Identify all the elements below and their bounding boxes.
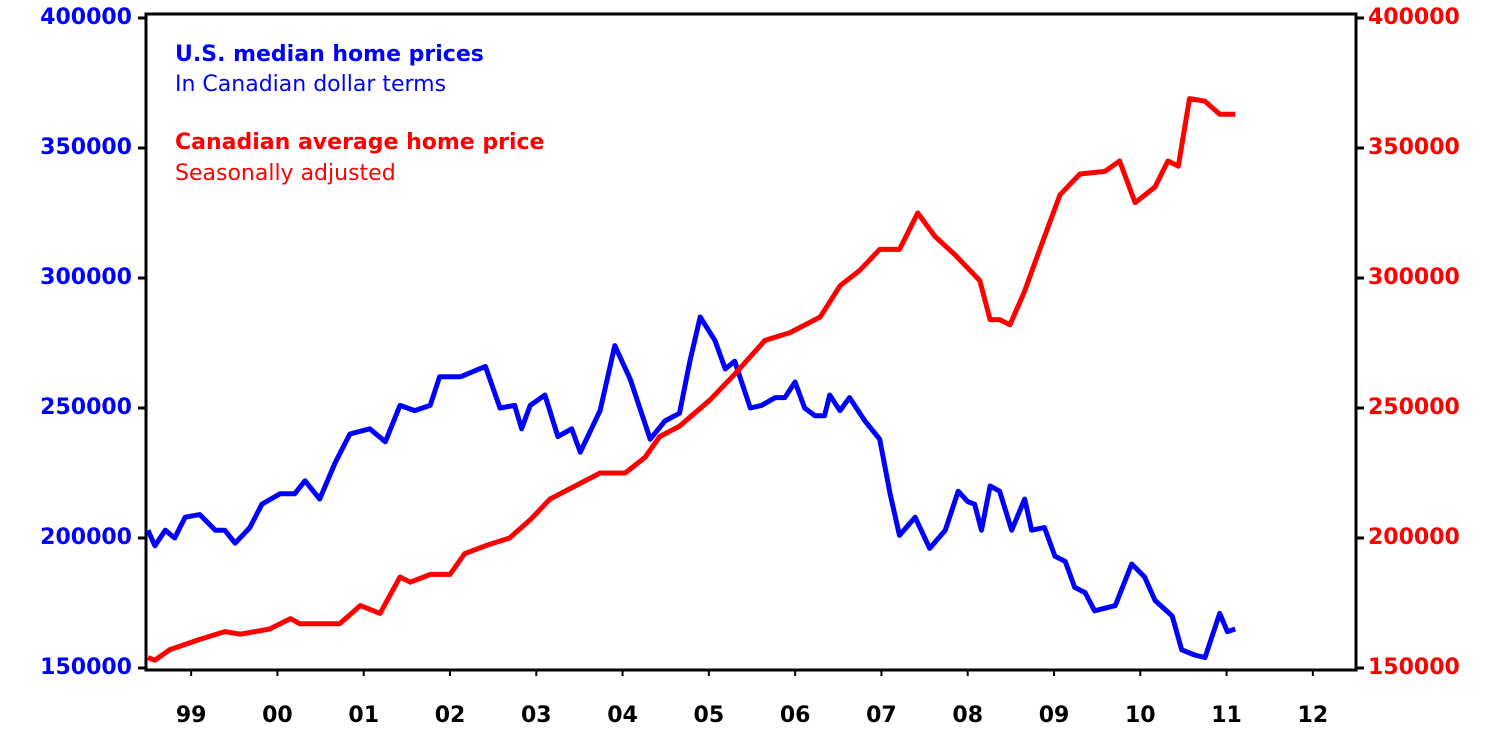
x-tick-label: 08 <box>952 703 983 728</box>
y-tick-label: 400000 <box>40 5 132 30</box>
x-tick-label: 06 <box>780 703 811 728</box>
x-tick-label: 10 <box>1125 703 1156 728</box>
line-series <box>145 314 1236 661</box>
x-tick-label: 03 <box>521 703 552 728</box>
x-tick-label: 07 <box>866 703 897 728</box>
x-tick-label: 12 <box>1298 703 1329 728</box>
y-tick-label: 250000 <box>40 395 132 420</box>
x-tick-label: 02 <box>435 703 466 728</box>
y-tick-label: 350000 <box>40 135 132 160</box>
x-tick-label: 01 <box>348 703 379 728</box>
y2-tick-label: 300000 <box>1368 265 1460 290</box>
y2-tick-label: 350000 <box>1368 135 1460 160</box>
legend-label: Canadian average home price <box>175 130 544 155</box>
plot-frame <box>144 12 1358 672</box>
y-tick-label: 300000 <box>40 265 132 290</box>
y2-tick-label: 150000 <box>1368 655 1460 680</box>
y-tick-label: 200000 <box>40 525 132 550</box>
x-tick-label: 05 <box>694 703 725 728</box>
y2-tick-label: 200000 <box>1368 525 1460 550</box>
x-tick-label: 11 <box>1211 703 1242 728</box>
legend-note: In Canadian dollar terms <box>175 72 446 97</box>
y2-tick-label: 400000 <box>1368 5 1460 30</box>
legend-note: Seasonally adjusted <box>175 161 396 186</box>
y-tick-label: 150000 <box>40 655 132 680</box>
x-tick-label: 04 <box>607 703 638 728</box>
legend-label: U.S. median home prices <box>175 42 484 67</box>
y2-tick-label: 250000 <box>1368 395 1460 420</box>
x-tick-label: 09 <box>1039 703 1070 728</box>
line-series <box>147 96 1236 663</box>
x-tick-label: 99 <box>176 703 207 728</box>
x-tick-label: 00 <box>262 703 293 728</box>
